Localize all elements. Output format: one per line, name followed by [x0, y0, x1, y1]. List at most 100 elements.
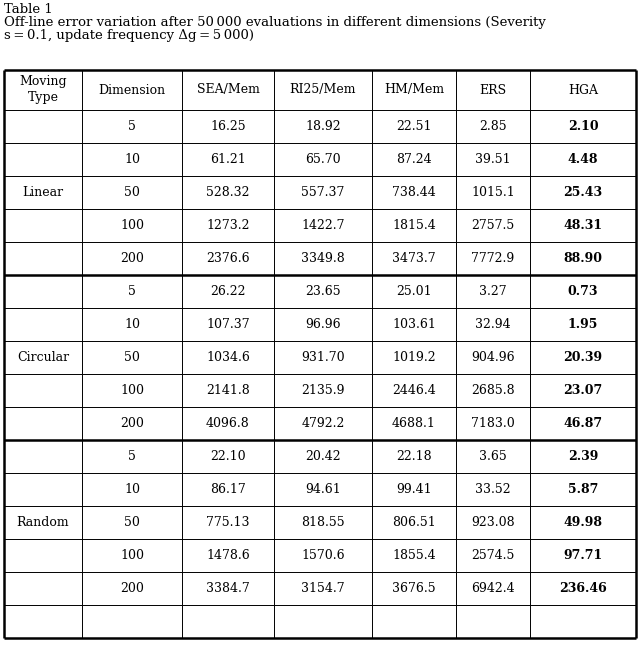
Text: 200: 200 — [120, 582, 144, 595]
Text: 2376.6: 2376.6 — [206, 252, 250, 265]
Text: HM/Mem: HM/Mem — [384, 83, 444, 97]
Text: s = 0.1, update frequency Δg = 5 000): s = 0.1, update frequency Δg = 5 000) — [4, 29, 254, 42]
Text: 100: 100 — [120, 549, 144, 562]
Text: 20.39: 20.39 — [563, 351, 603, 364]
Text: 4096.8: 4096.8 — [206, 417, 250, 430]
Text: 1273.2: 1273.2 — [206, 219, 250, 232]
Text: 16.25: 16.25 — [210, 120, 246, 133]
Text: 3.27: 3.27 — [479, 285, 507, 298]
Text: 806.51: 806.51 — [392, 516, 436, 529]
Text: 1019.2: 1019.2 — [392, 351, 436, 364]
Text: 61.21: 61.21 — [210, 153, 246, 166]
Text: 2.85: 2.85 — [479, 120, 507, 133]
Text: 97.71: 97.71 — [563, 549, 603, 562]
Text: 528.32: 528.32 — [206, 186, 250, 199]
Text: 48.31: 48.31 — [563, 219, 603, 232]
Text: 23.07: 23.07 — [563, 384, 603, 397]
Text: 39.51: 39.51 — [475, 153, 511, 166]
Text: Circular: Circular — [17, 351, 69, 364]
Text: 1.95: 1.95 — [568, 318, 598, 331]
Text: 557.37: 557.37 — [301, 186, 345, 199]
Text: 49.98: 49.98 — [563, 516, 602, 529]
Text: 23.65: 23.65 — [305, 285, 341, 298]
Text: 25.43: 25.43 — [563, 186, 603, 199]
Text: 1570.6: 1570.6 — [301, 549, 345, 562]
Text: 20.42: 20.42 — [305, 450, 341, 463]
Text: ERS: ERS — [479, 83, 507, 97]
Text: 200: 200 — [120, 417, 144, 430]
Text: 100: 100 — [120, 219, 144, 232]
Text: 50: 50 — [124, 186, 140, 199]
Text: 22.10: 22.10 — [210, 450, 246, 463]
Text: 65.70: 65.70 — [305, 153, 341, 166]
Text: 7772.9: 7772.9 — [472, 252, 515, 265]
Text: 33.52: 33.52 — [475, 483, 511, 496]
Text: 100: 100 — [120, 384, 144, 397]
Text: 107.37: 107.37 — [206, 318, 250, 331]
Text: 2141.8: 2141.8 — [206, 384, 250, 397]
Text: 22.18: 22.18 — [396, 450, 432, 463]
Text: Random: Random — [17, 516, 69, 529]
Text: 10: 10 — [124, 318, 140, 331]
Text: 1034.6: 1034.6 — [206, 351, 250, 364]
Text: 1422.7: 1422.7 — [301, 219, 345, 232]
Text: 50: 50 — [124, 516, 140, 529]
Text: 3349.8: 3349.8 — [301, 252, 345, 265]
Text: 18.92: 18.92 — [305, 120, 341, 133]
Text: 50: 50 — [124, 351, 140, 364]
Text: 2446.4: 2446.4 — [392, 384, 436, 397]
Text: 22.51: 22.51 — [396, 120, 432, 133]
Text: Linear: Linear — [22, 186, 63, 199]
Text: Dimension: Dimension — [99, 83, 166, 97]
Text: 10: 10 — [124, 153, 140, 166]
Text: 5.87: 5.87 — [568, 483, 598, 496]
Text: 87.24: 87.24 — [396, 153, 432, 166]
Text: 10: 10 — [124, 483, 140, 496]
Text: HGA: HGA — [568, 83, 598, 97]
Text: 200: 200 — [120, 252, 144, 265]
Text: 3384.7: 3384.7 — [206, 582, 250, 595]
Text: 2.39: 2.39 — [568, 450, 598, 463]
Text: 3676.5: 3676.5 — [392, 582, 436, 595]
Text: 25.01: 25.01 — [396, 285, 432, 298]
Text: 2757.5: 2757.5 — [472, 219, 515, 232]
Text: 6942.4: 6942.4 — [471, 582, 515, 595]
Text: Off-line error variation after 50 000 evaluations in different dimensions (Sever: Off-line error variation after 50 000 ev… — [4, 16, 546, 29]
Text: 236.46: 236.46 — [559, 582, 607, 595]
Text: 1015.1: 1015.1 — [471, 186, 515, 199]
Text: 86.17: 86.17 — [210, 483, 246, 496]
Text: 96.96: 96.96 — [305, 318, 341, 331]
Text: 94.61: 94.61 — [305, 483, 341, 496]
Text: 2685.8: 2685.8 — [471, 384, 515, 397]
Text: 3.65: 3.65 — [479, 450, 507, 463]
Text: 88.90: 88.90 — [563, 252, 602, 265]
Text: Table 1: Table 1 — [4, 3, 52, 16]
Text: Moving
Type: Moving Type — [19, 75, 67, 104]
Text: 1855.4: 1855.4 — [392, 549, 436, 562]
Text: 923.08: 923.08 — [471, 516, 515, 529]
Text: 931.70: 931.70 — [301, 351, 345, 364]
Text: 46.87: 46.87 — [563, 417, 603, 430]
Text: 738.44: 738.44 — [392, 186, 436, 199]
Text: 818.55: 818.55 — [301, 516, 345, 529]
Text: 2574.5: 2574.5 — [471, 549, 515, 562]
Text: 3154.7: 3154.7 — [301, 582, 345, 595]
Text: 775.13: 775.13 — [206, 516, 250, 529]
Text: 5: 5 — [128, 120, 136, 133]
Text: 7183.0: 7183.0 — [471, 417, 515, 430]
Text: 1478.6: 1478.6 — [206, 549, 250, 562]
Text: 103.61: 103.61 — [392, 318, 436, 331]
Text: 4792.2: 4792.2 — [301, 417, 345, 430]
Text: 4688.1: 4688.1 — [392, 417, 436, 430]
Text: 99.41: 99.41 — [396, 483, 432, 496]
Text: 2135.9: 2135.9 — [301, 384, 345, 397]
Text: 26.22: 26.22 — [211, 285, 246, 298]
Text: 1815.4: 1815.4 — [392, 219, 436, 232]
Text: 2.10: 2.10 — [568, 120, 598, 133]
Text: 32.94: 32.94 — [475, 318, 511, 331]
Text: RI25/Mem: RI25/Mem — [290, 83, 356, 97]
Text: 4.48: 4.48 — [568, 153, 598, 166]
Text: 3473.7: 3473.7 — [392, 252, 436, 265]
Text: SEA/Mem: SEA/Mem — [196, 83, 259, 97]
Text: 904.96: 904.96 — [471, 351, 515, 364]
